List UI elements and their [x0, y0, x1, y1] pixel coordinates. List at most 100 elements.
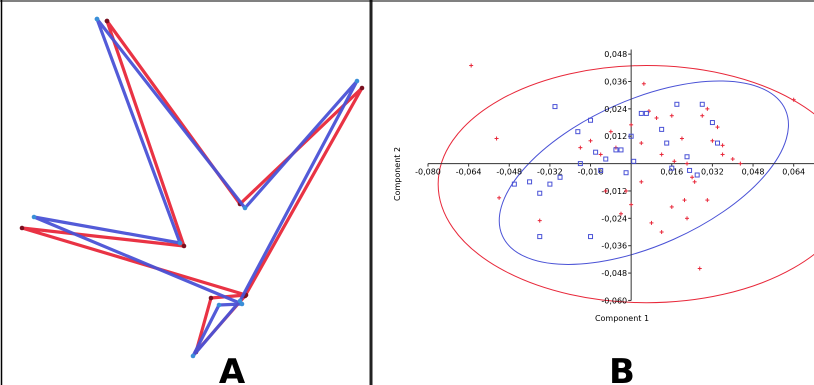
panel-a-background: [0, 0, 370, 385]
landmark-point: [104, 18, 110, 24]
blue-square-point: [588, 234, 594, 240]
blue-square-point: [577, 161, 583, 167]
y-tick-label: -0,060: [601, 296, 627, 305]
red-plus-point: [578, 145, 583, 150]
blue-square-point: [588, 117, 594, 123]
y-tick-label: -0,048: [601, 269, 627, 278]
landmark-point: [216, 302, 222, 308]
red-plus-point: [603, 188, 608, 193]
panel-a-letter: A: [219, 352, 246, 385]
red-plus-point: [672, 159, 677, 164]
blue-square-point: [613, 147, 619, 153]
red-plus-point: [690, 175, 695, 180]
y-tick-label: 0,048: [604, 50, 627, 59]
red-plus-point: [494, 136, 499, 141]
x-tick-label: -0,032: [537, 168, 563, 177]
landmark-point: [94, 16, 100, 22]
blue-square-point: [603, 156, 609, 162]
x-tick-label: -0,064: [456, 168, 482, 177]
blue-square-point: [598, 167, 604, 173]
axes: [428, 49, 814, 301]
red-plus-point: [619, 211, 623, 216]
red-plus-point: [497, 195, 502, 200]
blue-square-point: [557, 174, 563, 180]
red-plus-point: [639, 179, 644, 184]
data-points: [469, 63, 796, 271]
blue-square-point: [699, 101, 705, 107]
red-plus-point: [700, 113, 705, 118]
landmark-point: [19, 225, 25, 231]
red-plus-point: [598, 152, 603, 157]
x-tick-label: 0,048: [742, 168, 765, 177]
red-plus-point: [685, 161, 690, 166]
blue-square-point: [552, 104, 558, 110]
red-plus-point: [710, 138, 715, 143]
blue-square-point: [537, 234, 543, 240]
shape-outline-blue: [32, 17, 359, 358]
x-tick-label: 0,016: [660, 168, 683, 177]
blue-square-point: [593, 149, 599, 155]
x-tick-label: 0,032: [701, 168, 724, 177]
blue-square-point: [664, 140, 670, 146]
blue-square-point: [659, 126, 665, 132]
x-tick-label: 0,064: [782, 168, 805, 177]
red-plus-point: [705, 106, 710, 111]
red-plus-point: [629, 202, 634, 207]
red-confidence-ellipse: [437, 65, 814, 304]
y-tick-label: -0,024: [601, 214, 627, 223]
blue-square-point: [669, 165, 675, 171]
red-plus-point: [469, 63, 474, 68]
blue-square-point: [694, 172, 700, 178]
blue-square-point: [684, 154, 690, 160]
x-tick-labels: -0,080 -0,064 -0,048 -0,032 -0,016 0,016 0,032…: [415, 163, 805, 177]
blue-square-point: [638, 110, 644, 116]
confidence-ellipses: [437, 65, 814, 304]
red-plus-point: [720, 143, 725, 148]
blue-square-point: [674, 101, 680, 107]
red-plus-point: [669, 204, 674, 209]
red-plus-point: [659, 230, 664, 235]
blue-square-point: [623, 170, 629, 176]
y-tick-label: -0,036: [601, 242, 627, 251]
blue-square-point: [618, 147, 624, 153]
red-plus-point: [679, 136, 684, 141]
blue-square-point: [687, 167, 693, 173]
landmark-point: [190, 353, 196, 359]
y-tick-labels: 0,048 0,036 0,024 0,012 -0,012 -0,024 -0,036 -0…: [601, 50, 632, 305]
red-plus-point: [682, 198, 687, 203]
blue-square-point: [511, 181, 517, 187]
red-plus-point: [537, 218, 542, 223]
red-plus-point: [715, 125, 720, 130]
y-tick-label: 0,012: [604, 132, 627, 141]
y-tick-label: -0,012: [601, 187, 627, 196]
red-plus-point: [641, 81, 646, 86]
red-plus-point: [588, 138, 593, 143]
red-plus-point: [608, 129, 613, 134]
blue-square-point: [631, 158, 637, 164]
red-plus-point: [654, 115, 659, 120]
red-plus-point: [639, 141, 644, 146]
blue-square-point: [547, 181, 553, 187]
blue-square-point: [715, 140, 720, 146]
y-axis-title: Component 2: [393, 147, 402, 201]
panel-b-background: [374, 0, 814, 385]
red-plus-point: [791, 97, 796, 102]
x-tick-label: -0,048: [496, 168, 522, 177]
y-tick-label: 0,036: [604, 77, 627, 86]
red-plus-point: [669, 113, 674, 118]
blue-square-point: [709, 120, 715, 126]
x-tick-label: -0,016: [578, 168, 604, 177]
landmark-point: [242, 205, 248, 211]
red-plus-point: [730, 157, 735, 162]
panel-b-letter: B: [609, 352, 635, 385]
red-plus-point: [720, 152, 725, 157]
red-plus-point: [649, 220, 654, 225]
landmark-point: [31, 214, 37, 220]
blue-square-point: [527, 179, 533, 185]
panel-b-scatter-plot: -0,080 -0,064 -0,048 -0,032 -0,016 0,016 0,032…: [415, 49, 814, 305]
red-plus-point: [738, 161, 743, 166]
panel-a-shape-plot: [19, 16, 365, 359]
red-plus-point: [659, 152, 664, 157]
landmark-point: [208, 295, 214, 301]
